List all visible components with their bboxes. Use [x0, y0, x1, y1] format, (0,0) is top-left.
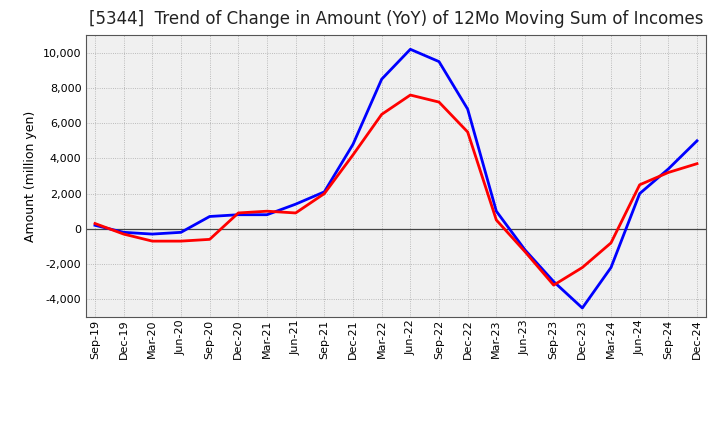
Ordinary Income: [635, 191, 644, 196]
Net Income: [320, 191, 328, 196]
Net Income: [635, 182, 644, 187]
Ordinary Income: [120, 230, 128, 235]
Net Income: [234, 210, 243, 216]
Ordinary Income: [263, 212, 271, 217]
Ordinary Income: [148, 231, 157, 237]
Ordinary Income: [292, 202, 300, 207]
Net Income: [176, 238, 185, 244]
Ordinary Income: [320, 189, 328, 194]
Ordinary Income: [607, 265, 616, 270]
Net Income: [549, 282, 558, 288]
Net Income: [348, 152, 357, 158]
Net Income: [377, 112, 386, 117]
Net Income: [578, 265, 587, 270]
Line: Ordinary Income: Ordinary Income: [95, 49, 697, 308]
Net Income: [263, 209, 271, 214]
Ordinary Income: [234, 212, 243, 217]
Ordinary Income: [492, 209, 500, 214]
Net Income: [148, 238, 157, 244]
Ordinary Income: [549, 279, 558, 284]
Net Income: [464, 129, 472, 135]
Ordinary Income: [435, 59, 444, 64]
Net Income: [406, 92, 415, 98]
Ordinary Income: [664, 166, 672, 172]
Net Income: [521, 249, 529, 254]
Net Income: [664, 170, 672, 175]
Title: [5344]  Trend of Change in Amount (YoY) of 12Mo Moving Sum of Incomes: [5344] Trend of Change in Amount (YoY) o…: [89, 10, 703, 28]
Net Income: [91, 221, 99, 226]
Ordinary Income: [377, 77, 386, 82]
Net Income: [492, 217, 500, 223]
Ordinary Income: [521, 247, 529, 253]
Line: Net Income: Net Income: [95, 95, 697, 285]
Net Income: [693, 161, 701, 166]
Net Income: [120, 231, 128, 237]
Ordinary Income: [578, 305, 587, 311]
Ordinary Income: [693, 138, 701, 143]
Net Income: [607, 240, 616, 246]
Y-axis label: Amount (million yen): Amount (million yen): [24, 110, 37, 242]
Ordinary Income: [348, 142, 357, 147]
Ordinary Income: [91, 223, 99, 228]
Net Income: [205, 237, 214, 242]
Net Income: [435, 99, 444, 105]
Net Income: [292, 210, 300, 216]
Ordinary Income: [176, 230, 185, 235]
Ordinary Income: [205, 214, 214, 219]
Ordinary Income: [464, 106, 472, 112]
Ordinary Income: [406, 47, 415, 52]
